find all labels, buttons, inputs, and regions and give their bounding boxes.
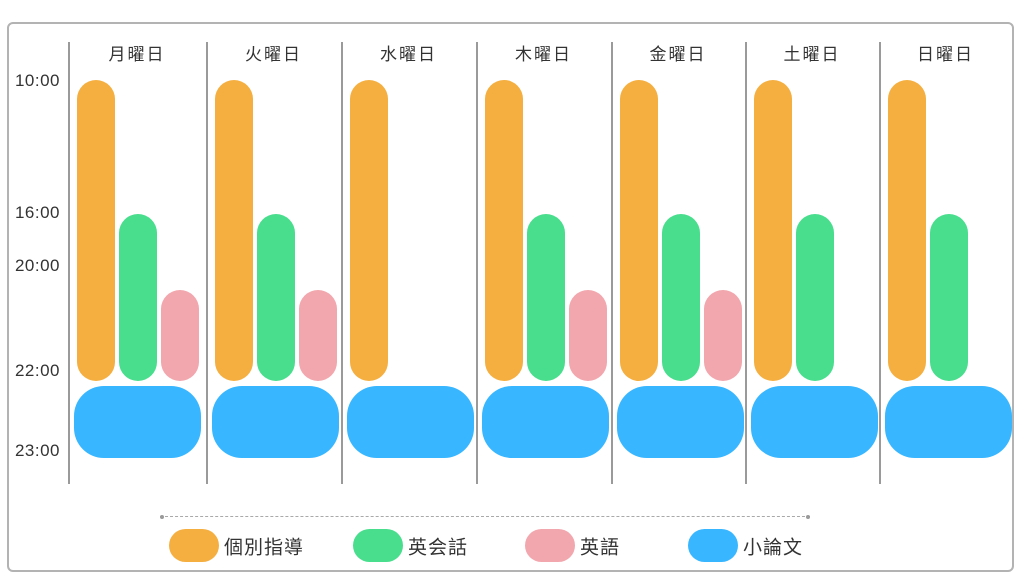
day-label: 金曜日 <box>649 45 707 64</box>
bar-essay <box>482 386 609 458</box>
bar-kobetsu <box>77 80 115 381</box>
legend-label: 英会話 <box>408 537 469 558</box>
bar-kobetsu <box>888 80 926 381</box>
column-divider <box>611 42 613 484</box>
column-divider <box>745 42 747 484</box>
day-label: 月曜日 <box>108 45 166 64</box>
legend-swatch <box>353 529 403 562</box>
bar-eikaiwa <box>796 214 834 381</box>
legend-swatch <box>169 529 219 562</box>
bar-kobetsu <box>485 80 523 381</box>
legend-range-line <box>160 514 810 519</box>
time-tick-label: 23:00 <box>14 441 60 460</box>
bar-eigo <box>704 290 742 381</box>
day-label: 日曜日 <box>917 45 974 64</box>
bar-eigo <box>569 290 607 381</box>
bar-eikaiwa <box>119 214 157 381</box>
bar-essay <box>212 386 339 458</box>
column-divider <box>476 42 478 484</box>
bar-essay <box>347 386 474 458</box>
bar-kobetsu <box>350 80 388 381</box>
bar-eikaiwa <box>930 214 968 381</box>
bar-essay <box>885 386 1012 458</box>
day-label: 火曜日 <box>245 45 302 64</box>
time-tick-label: 10:00 <box>14 71 60 90</box>
legend-label: 小論文 <box>743 537 804 558</box>
bar-eigo <box>161 290 199 381</box>
column-divider <box>68 42 70 484</box>
legend-range-line-endpoint <box>160 514 164 519</box>
bar-essay <box>751 386 878 458</box>
column-divider <box>341 42 343 484</box>
time-tick-label: 20:00 <box>14 256 60 275</box>
bar-kobetsu <box>620 80 658 381</box>
column-divider <box>206 42 208 484</box>
legend-swatch <box>688 529 738 562</box>
legend-label: 個別指導 <box>224 537 305 558</box>
legend-range-line-endpoint <box>806 514 810 519</box>
bar-essay <box>617 386 744 458</box>
weekly-schedule-chart: 10:00 16:00 20:00 22:00 23:00 月曜日 火曜日 水曜日 木曜日 金曜… <box>9 24 1012 570</box>
weekly-schedule-card: 10:00 16:00 20:00 22:00 23:00 月曜日 火曜日 水曜日 木曜日 金曜… <box>7 22 1014 572</box>
bar-essay <box>74 386 201 458</box>
time-tick-label: 22:00 <box>14 361 60 380</box>
bar-kobetsu <box>754 80 792 381</box>
column-divider <box>879 42 881 484</box>
day-label: 水曜日 <box>380 45 437 64</box>
legend-swatch <box>525 529 575 562</box>
bar-eikaiwa <box>527 214 565 381</box>
legend-label: 英語 <box>580 537 621 558</box>
time-tick-label: 16:00 <box>14 203 60 222</box>
day-label: 土曜日 <box>783 45 841 64</box>
bar-kobetsu <box>215 80 253 381</box>
bar-eikaiwa <box>662 214 700 381</box>
bar-eigo <box>299 290 337 381</box>
bar-eikaiwa <box>257 214 295 381</box>
day-label: 木曜日 <box>515 45 572 64</box>
